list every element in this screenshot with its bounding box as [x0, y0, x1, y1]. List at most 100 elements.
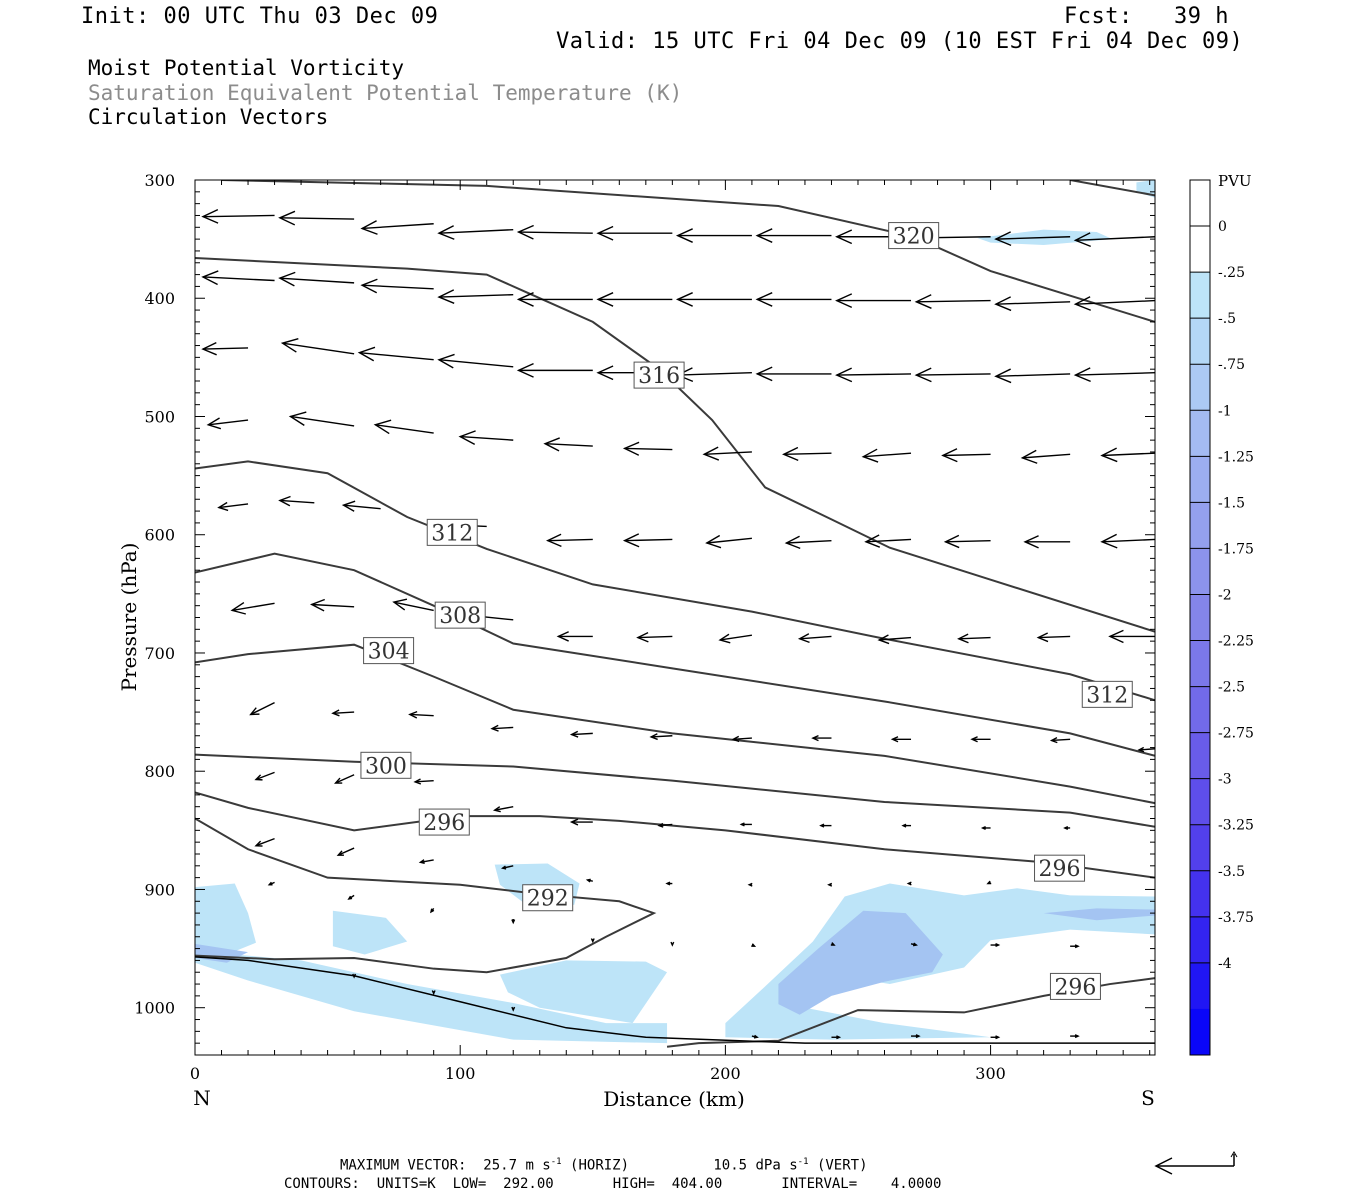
- circulation-vector: [755, 228, 832, 243]
- vector-shaft: [255, 837, 275, 847]
- contour-label-text: 304: [368, 640, 410, 665]
- colorbar-segment: [1190, 180, 1210, 227]
- circulation-vector: [980, 825, 991, 830]
- vector-head: [546, 533, 562, 548]
- colorbar-label: -3.5: [1218, 864, 1245, 880]
- colorbar-segment: [1190, 364, 1210, 411]
- vector-head: [705, 534, 722, 549]
- south-label: S: [1141, 1086, 1155, 1110]
- circulation-vector: [994, 368, 1071, 384]
- vector-head: [675, 292, 693, 307]
- vector-head: [408, 710, 418, 719]
- vector-head: [333, 777, 343, 784]
- contour-label-box: [363, 637, 415, 665]
- circulation-vector: [511, 919, 516, 925]
- vector-shaft: [438, 293, 514, 298]
- circulation-vector: [254, 837, 275, 847]
- y-tick-label: 500: [144, 407, 175, 426]
- pv-shading: [195, 180, 1155, 1044]
- circulation-vector: [352, 973, 357, 979]
- vector-head: [1073, 296, 1091, 311]
- vector-head: [1074, 1034, 1080, 1039]
- vector-head: [357, 346, 376, 362]
- contour-label-box: [418, 808, 470, 836]
- circulation-vector: [675, 367, 752, 383]
- vector-head: [941, 448, 958, 463]
- vector-head: [1100, 533, 1118, 549]
- vector-shaft: [362, 223, 434, 230]
- vector-head: [836, 1035, 842, 1040]
- vector-head: [556, 631, 569, 642]
- vector-head: [437, 289, 455, 304]
- circulation-vector: [747, 882, 753, 887]
- vector-head: [458, 430, 476, 445]
- vector-shaft: [677, 372, 752, 376]
- colorbar-label: -1.5: [1218, 495, 1245, 511]
- vector-shaft: [279, 499, 315, 504]
- vector-shaft: [719, 634, 753, 641]
- contour-label-box: [888, 222, 940, 250]
- vector-head: [309, 598, 325, 612]
- vector-shaft: [863, 452, 912, 458]
- circulation-vector: [418, 859, 434, 865]
- vector-head: [901, 823, 907, 828]
- vector-shaft: [232, 602, 275, 612]
- circulation-vector: [357, 346, 434, 362]
- circulation-vector: [943, 534, 991, 549]
- vector-shaft: [202, 214, 275, 218]
- vector-shaft: [502, 865, 514, 869]
- circulation-vector: [718, 633, 753, 644]
- vector-head: [206, 417, 222, 430]
- vector-head: [986, 880, 992, 885]
- vector-head: [1100, 447, 1118, 463]
- vector-shaft: [1139, 748, 1155, 751]
- circulation-vector: [360, 220, 434, 235]
- contour-label: 312: [1081, 680, 1133, 708]
- circulation-vector: [1063, 825, 1071, 830]
- vector-head: [280, 338, 299, 353]
- x-tick-label: 200: [710, 1064, 741, 1083]
- vector-shaft: [218, 503, 249, 509]
- contour-label-text: 296: [1054, 975, 1096, 1000]
- vector-shaft: [1075, 372, 1155, 376]
- circulation-vector: [636, 631, 673, 643]
- y-tick-label: 900: [144, 880, 175, 899]
- vector-head: [431, 990, 436, 996]
- vector-shaft: [865, 538, 912, 543]
- vector-head: [980, 825, 986, 830]
- colorbar-segment: [1190, 226, 1210, 273]
- vector-head: [622, 441, 640, 456]
- vector-shaft: [659, 823, 673, 827]
- vector-head: [915, 1034, 921, 1039]
- vector-head: [995, 943, 1001, 948]
- circulation-vector: [1073, 232, 1155, 248]
- vector-head: [782, 446, 799, 462]
- vector-shaft: [438, 359, 514, 368]
- vector-shaft: [547, 538, 593, 542]
- circulation-vector: [206, 417, 249, 430]
- vector-head: [675, 228, 693, 243]
- vector-shaft: [916, 299, 991, 303]
- circulation-vector: [392, 598, 434, 612]
- vector-head: [731, 735, 740, 743]
- contour-label-box: [434, 601, 486, 629]
- vector-shaft: [1038, 635, 1071, 639]
- circulation-vector: [360, 278, 434, 294]
- vector-head: [755, 292, 773, 307]
- vector-shaft: [706, 537, 752, 544]
- circulation-vector: [1073, 296, 1155, 311]
- colorbar-label: -3.75: [1218, 910, 1254, 926]
- colorbar-segment: [1190, 870, 1210, 918]
- vector-shaft: [375, 424, 434, 434]
- circulation-vector: [331, 709, 355, 717]
- vector-head: [569, 818, 579, 826]
- max-vector-vert-value: 10.5: [713, 1157, 748, 1174]
- colorbar-segment: [1190, 548, 1210, 595]
- circulation-vector: [492, 806, 514, 813]
- vector-head: [516, 224, 534, 240]
- reference-vector-vertical-head: [1230, 1151, 1238, 1158]
- y-tick-label: 600: [144, 526, 175, 545]
- vector-shaft: [202, 276, 275, 282]
- vector-head: [649, 733, 658, 741]
- vector-head: [360, 220, 378, 235]
